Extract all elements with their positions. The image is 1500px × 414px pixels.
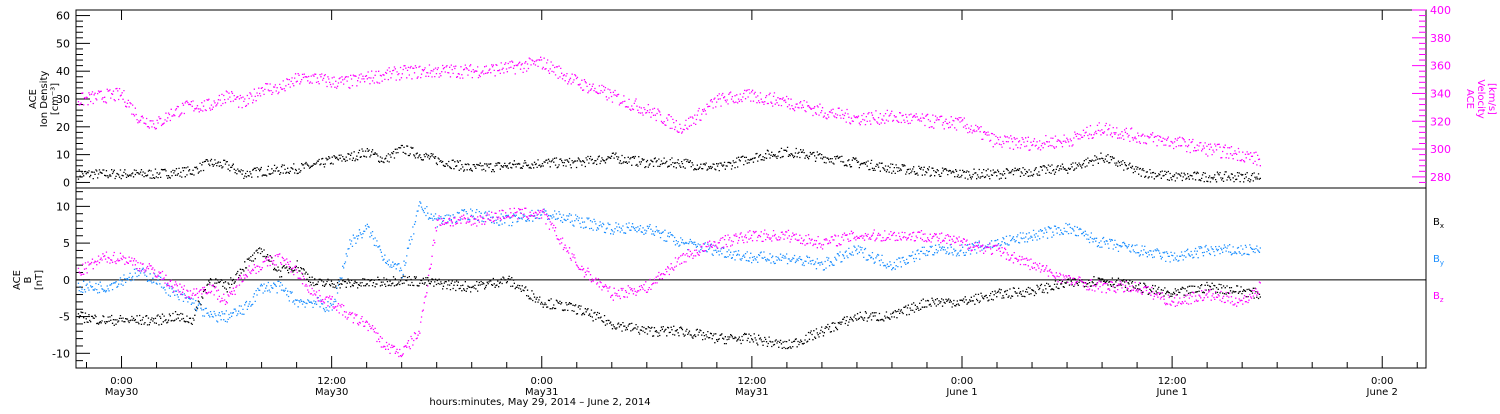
bx-points (77, 247, 1261, 350)
x-tick-label-date: May31 (735, 387, 768, 398)
x-tick-label-date: May31 (525, 387, 558, 398)
density-tick-label: 30 (56, 93, 70, 106)
velocity-tick-label: 360 (1430, 60, 1451, 73)
density-tick-label: 20 (56, 121, 70, 134)
x-axis-title: hours:minutes, May 29, 2014 – June 2, 20… (429, 397, 650, 408)
top-panel-frame (75, 9, 1427, 189)
bottom-panel-frame (75, 187, 1427, 369)
x-tick-label-time: 12:00 (1158, 376, 1187, 387)
x-tick-label-date: June 1 (1155, 387, 1187, 398)
density-points (77, 144, 1261, 183)
x-tick-label-date: May30 (315, 387, 348, 398)
field-axis-label-line3: [nT] (34, 270, 45, 290)
field-tick-label: -5 (59, 311, 70, 324)
bottom-panel-ticks: -10-505100:00May3012:00May300:00May3112:… (52, 10, 1426, 398)
velocity-tick-label: 380 (1430, 32, 1451, 45)
density-tick-label: 60 (56, 10, 70, 23)
field-tick-label: 0 (63, 274, 70, 287)
density-tick-label: 10 (56, 149, 70, 162)
velocity-tick-label: 300 (1430, 143, 1451, 156)
legend-by: By (1433, 254, 1444, 267)
velocity-points (77, 56, 1261, 167)
velocity-tick-label: 340 (1430, 87, 1451, 100)
x-tick-label-time: 0:00 (951, 376, 973, 387)
x-tick-label-time: 0:00 (110, 376, 132, 387)
bz-points (77, 207, 1261, 358)
field-axis-label-line2: B (23, 276, 34, 283)
bottom-panel-data (77, 201, 1261, 358)
velocity-axis-label-line3: [km/s] (1486, 83, 1497, 115)
velocity-tick-label: 400 (1430, 4, 1451, 17)
density-axis-label-line1: ACE (28, 89, 39, 109)
top-panel-ticks: 0 10 20 30 40 50 60 280 300 320 340 360 380 400 (56, 4, 1451, 189)
density-tick-label: 40 (56, 65, 70, 78)
field-tick-label: -10 (52, 347, 70, 360)
field-tick-label: 5 (63, 237, 70, 250)
x-tick-label-time: 12:00 (737, 376, 766, 387)
legend-bx: Bx (1433, 217, 1444, 230)
density-tick-label: 50 (56, 37, 70, 50)
x-tick-label-time: 0:00 (531, 376, 553, 387)
field-tick-label: 10 (56, 200, 70, 213)
density-axis-label-line2: Ion Density (39, 71, 50, 128)
velocity-axis-label-line1: ACE (1464, 89, 1475, 109)
x-tick-label-time: 12:00 (317, 376, 346, 387)
density-tick-label: 0 (63, 176, 70, 189)
legend-bz: Bz (1433, 291, 1444, 304)
x-tick-label-date: May30 (105, 387, 138, 398)
x-tick-label-time: 0:00 (1371, 376, 1393, 387)
density-axis-label-line3: [cm⁻³] (50, 83, 61, 115)
velocity-tick-label: 280 (1430, 171, 1451, 184)
velocity-tick-label: 320 (1430, 115, 1451, 128)
top-panel-data (77, 56, 1261, 183)
x-tick-label-date: June 1 (945, 387, 977, 398)
by-points (77, 201, 1261, 323)
velocity-axis-label-line2: Velocity (1475, 79, 1486, 118)
field-axis-label-line1: ACE (12, 270, 23, 290)
x-tick-label-date: June 2 (1366, 387, 1398, 398)
